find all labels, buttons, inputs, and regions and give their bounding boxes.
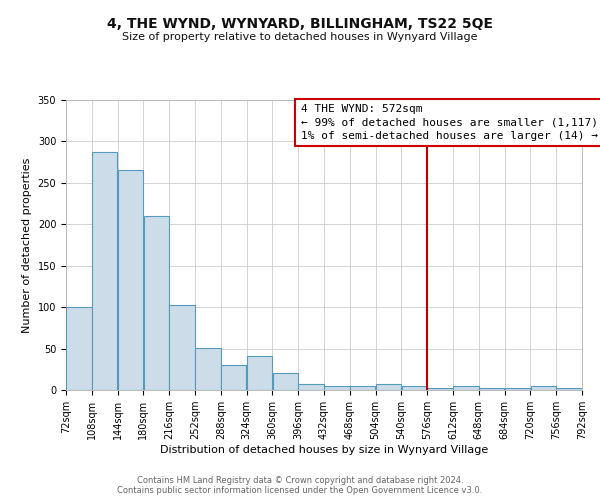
Text: 4, THE WYND, WYNYARD, BILLINGHAM, TS22 5QE: 4, THE WYND, WYNYARD, BILLINGHAM, TS22 5… xyxy=(107,18,493,32)
Bar xyxy=(376,384,401,390)
Bar xyxy=(118,170,143,390)
Bar xyxy=(169,306,195,390)
Bar xyxy=(479,388,505,390)
Text: 4 THE WYND: 572sqm
← 99% of detached houses are smaller (1,117)
1% of semi-detac: 4 THE WYND: 572sqm ← 99% of detached hou… xyxy=(301,104,598,141)
Text: Contains HM Land Registry data © Crown copyright and database right 2024.: Contains HM Land Registry data © Crown c… xyxy=(137,476,463,485)
Bar xyxy=(221,365,247,390)
Bar xyxy=(401,386,427,390)
Bar xyxy=(427,388,453,390)
Bar xyxy=(350,386,376,390)
X-axis label: Distribution of detached houses by size in Wynyard Village: Distribution of detached houses by size … xyxy=(160,445,488,455)
Bar xyxy=(530,386,556,390)
Bar xyxy=(66,307,92,390)
Bar xyxy=(556,388,582,390)
Bar xyxy=(143,216,169,390)
Bar xyxy=(195,348,221,390)
Bar xyxy=(453,386,479,390)
Bar xyxy=(247,356,272,390)
Bar xyxy=(298,384,324,390)
Bar xyxy=(272,374,298,390)
Text: Contains public sector information licensed under the Open Government Licence v3: Contains public sector information licen… xyxy=(118,486,482,495)
Bar xyxy=(324,386,350,390)
Text: Size of property relative to detached houses in Wynyard Village: Size of property relative to detached ho… xyxy=(122,32,478,42)
Bar xyxy=(505,388,530,390)
Y-axis label: Number of detached properties: Number of detached properties xyxy=(22,158,32,332)
Bar xyxy=(92,152,118,390)
